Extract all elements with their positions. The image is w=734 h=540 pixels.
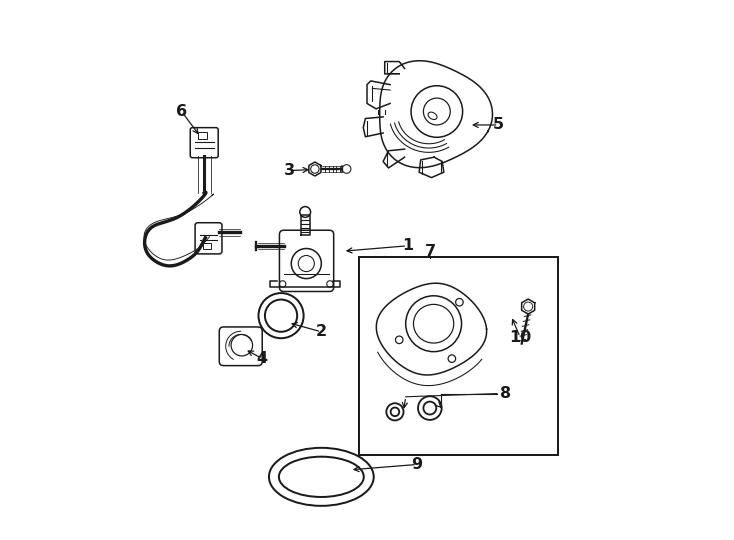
- Bar: [203, 243, 211, 248]
- Text: 8: 8: [501, 386, 512, 401]
- Text: 5: 5: [493, 118, 504, 132]
- Bar: [359, 256, 558, 455]
- Text: 7: 7: [425, 244, 436, 259]
- Text: 10: 10: [509, 329, 531, 345]
- Text: 3: 3: [283, 163, 294, 178]
- Text: 4: 4: [257, 351, 268, 366]
- Text: 1: 1: [401, 238, 413, 253]
- Text: 9: 9: [411, 457, 423, 472]
- Text: 2: 2: [316, 325, 327, 339]
- Text: 6: 6: [176, 104, 187, 119]
- Bar: [197, 132, 208, 139]
